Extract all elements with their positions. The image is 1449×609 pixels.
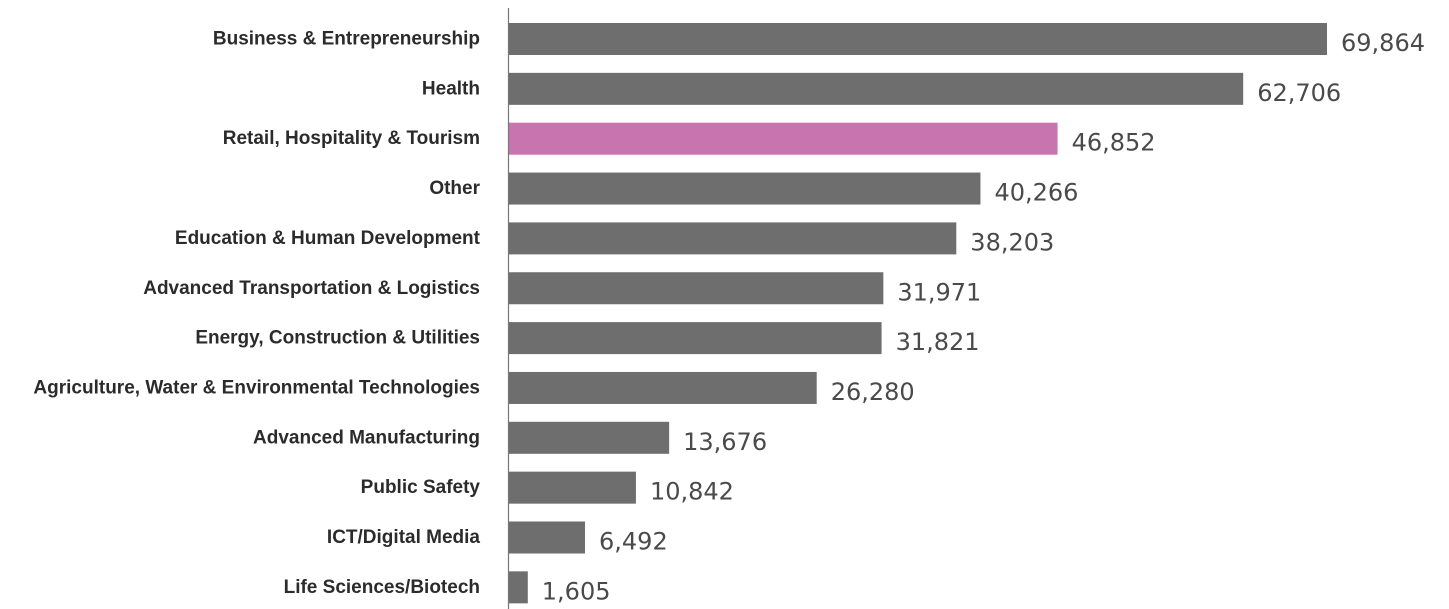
value-label: 13,676 bbox=[683, 428, 767, 456]
category-labels: Business & Entrepreneurship Health Retail,… bbox=[33, 29, 480, 598]
bar bbox=[509, 272, 884, 305]
category-label: Energy, Construction & Utilities bbox=[195, 328, 480, 349]
bar bbox=[509, 471, 636, 504]
category-label: ICT/Digital Media bbox=[327, 527, 481, 548]
category-label: Public Safety bbox=[361, 477, 481, 498]
category-label: Business & Entrepreneurship bbox=[213, 29, 480, 50]
bar bbox=[509, 322, 882, 355]
value-label: 62,706 bbox=[1257, 79, 1341, 107]
value-label: 10,842 bbox=[650, 478, 734, 506]
value-label: 31,821 bbox=[896, 328, 980, 356]
value-label: 26,280 bbox=[831, 378, 915, 406]
category-label: Retail, Hospitality & Tourism bbox=[223, 128, 480, 149]
category-label: Advanced Manufacturing bbox=[253, 427, 480, 448]
bar bbox=[509, 122, 1058, 155]
category-label: Other bbox=[429, 178, 480, 199]
bar bbox=[509, 371, 817, 404]
value-label: 46,852 bbox=[1072, 129, 1156, 157]
bar bbox=[509, 521, 586, 554]
bar bbox=[509, 72, 1244, 105]
bars bbox=[509, 23, 1327, 604]
value-label: 6,492 bbox=[599, 528, 668, 556]
category-label: Health bbox=[422, 78, 480, 99]
value-label: 40,266 bbox=[994, 179, 1078, 207]
category-label: Life Sciences/Biotech bbox=[284, 577, 480, 598]
bar bbox=[509, 222, 957, 255]
bar bbox=[509, 571, 528, 604]
value-label: 1,605 bbox=[542, 577, 611, 605]
bar bbox=[509, 23, 1327, 55]
category-label: Education & Human Development bbox=[175, 228, 481, 249]
category-label: Advanced Transportation & Logistics bbox=[143, 278, 480, 299]
value-label: 31,971 bbox=[897, 278, 981, 306]
value-label: 38,203 bbox=[970, 228, 1054, 256]
bar bbox=[509, 421, 670, 454]
bar bbox=[509, 172, 981, 205]
category-label: Agriculture, Water & Environmental Techn… bbox=[33, 377, 480, 398]
value-label: 69,864 bbox=[1341, 29, 1425, 57]
